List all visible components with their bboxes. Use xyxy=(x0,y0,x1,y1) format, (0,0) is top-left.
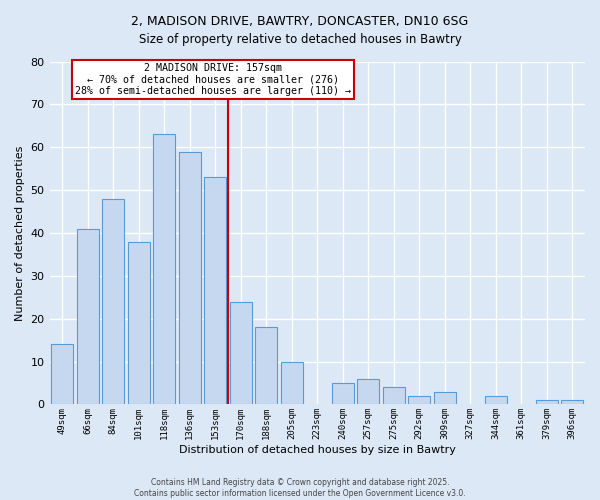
Bar xyxy=(281,362,302,405)
Bar xyxy=(179,152,200,404)
Text: Size of property relative to detached houses in Bawtry: Size of property relative to detached ho… xyxy=(139,32,461,46)
Text: Contains HM Land Registry data © Crown copyright and database right 2025.
Contai: Contains HM Land Registry data © Crown c… xyxy=(134,478,466,498)
Bar xyxy=(434,392,455,404)
Bar xyxy=(332,383,353,404)
Bar xyxy=(154,134,175,404)
Bar xyxy=(536,400,557,404)
Bar xyxy=(485,396,506,404)
Text: 2, MADISON DRIVE, BAWTRY, DONCASTER, DN10 6SG: 2, MADISON DRIVE, BAWTRY, DONCASTER, DN1… xyxy=(131,15,469,28)
Bar xyxy=(128,242,149,404)
Y-axis label: Number of detached properties: Number of detached properties xyxy=(15,146,25,320)
Bar xyxy=(205,177,226,404)
X-axis label: Distribution of detached houses by size in Bawtry: Distribution of detached houses by size … xyxy=(179,445,456,455)
Bar xyxy=(409,396,430,404)
Bar xyxy=(562,400,583,404)
Bar xyxy=(383,388,404,404)
Bar xyxy=(256,328,277,404)
Bar xyxy=(358,378,379,404)
Bar xyxy=(103,198,124,404)
Bar xyxy=(77,228,98,404)
Bar xyxy=(230,302,251,405)
Bar xyxy=(52,344,73,405)
Text: 2 MADISON DRIVE: 157sqm
← 70% of detached houses are smaller (276)
28% of semi-d: 2 MADISON DRIVE: 157sqm ← 70% of detache… xyxy=(75,63,351,96)
